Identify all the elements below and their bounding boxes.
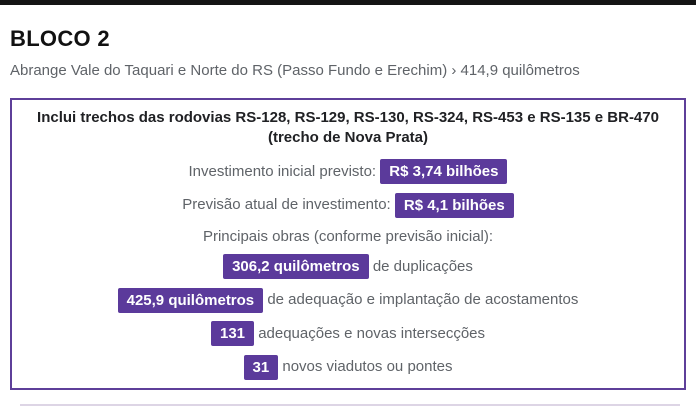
work-row: 131 adequações e novas intersecções bbox=[12, 321, 684, 347]
work-label: novos viadutos ou pontes bbox=[282, 358, 453, 376]
work-row: 425,9 quilômetros de adequação e implant… bbox=[12, 287, 684, 313]
work-row: 306,2 quilômetros de duplicações bbox=[12, 254, 684, 280]
investment-label: Previsão atual de investimento: bbox=[182, 196, 395, 214]
panel-heading: Inclui trechos das rodovias RS-128, RS-1… bbox=[23, 108, 673, 149]
info-panel: Inclui trechos das rodovias RS-128, RS-1… bbox=[10, 98, 686, 390]
investment-row: Previsão atual de investimento: R$ 4,1 b… bbox=[12, 192, 684, 218]
work-value-badge: 131 bbox=[210, 321, 255, 347]
work-label: adequações e novas intersecções bbox=[258, 324, 486, 342]
investment-value-badge: R$ 4,1 bilhões bbox=[394, 192, 514, 218]
page-title: BLOCO 2 bbox=[10, 26, 110, 51]
top-divider-bar bbox=[0, 0, 696, 5]
investment-value-badge: R$ 3,74 bilhões bbox=[380, 159, 508, 185]
work-value-badge: 31 bbox=[243, 354, 279, 380]
work-label: de adequação e implantação de acostament… bbox=[267, 291, 579, 309]
bottom-divider-line bbox=[20, 404, 680, 406]
investment-row: Investimento inicial previsto: R$ 3,74 b… bbox=[12, 159, 684, 185]
investment-label: Investimento inicial previsto: bbox=[188, 162, 381, 180]
work-row: 31 novos viadutos ou pontes bbox=[12, 354, 684, 380]
panel-heading-line1: Inclui trechos das rodovias RS-128, RS-1… bbox=[37, 109, 659, 126]
work-label: de duplicações bbox=[372, 257, 473, 275]
work-value-badge: 306,2 quilômetros bbox=[223, 254, 369, 280]
panel-heading-line2: (trecho de Nova Prata) bbox=[267, 129, 429, 147]
works-intro: Principais obras (conforme previsão inic… bbox=[202, 227, 494, 245]
page-subtitle: Abrange Vale do Taquari e Norte do RS (P… bbox=[10, 62, 580, 79]
work-value-badge: 425,9 quilômetros bbox=[117, 287, 264, 313]
